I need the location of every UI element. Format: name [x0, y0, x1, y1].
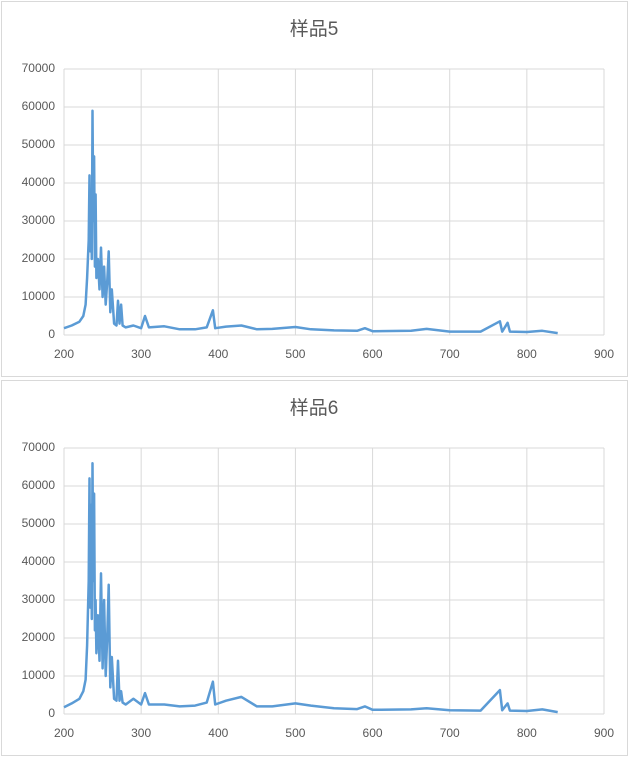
- y-tick-label: 50000: [22, 137, 56, 151]
- data-line: [63, 109, 558, 335]
- x-tick-label: 800: [517, 347, 537, 361]
- chart: 样品5 0 10000 20000 30000 40000 50000 60000 70000 2…: [1, 1, 628, 377]
- x-tick-label: 700: [440, 726, 460, 740]
- y-tick-label: 40000: [22, 175, 56, 189]
- y-tick-label: 70000: [22, 61, 56, 75]
- x-tick-label: 400: [208, 726, 228, 740]
- x-tick-label: 800: [517, 726, 537, 740]
- data-line: [63, 461, 558, 714]
- x-tick-label: 600: [363, 726, 383, 740]
- y-tick-label: 40000: [22, 554, 56, 568]
- x-tick-label: 200: [54, 726, 74, 740]
- y-tick-label: 60000: [22, 99, 56, 113]
- y-tick-label: 50000: [22, 516, 56, 530]
- y-tick-label: 70000: [22, 440, 56, 454]
- chart-title: 样品5: [290, 18, 339, 40]
- y-tick-label: 10000: [22, 668, 56, 682]
- x-tick-label: 300: [131, 347, 151, 361]
- x-tick-label: 500: [285, 726, 305, 740]
- y-tick-label: 30000: [22, 592, 56, 606]
- x-tick-label: 600: [363, 347, 383, 361]
- x-tick-label: 300: [131, 726, 151, 740]
- y-tick-label: 30000: [22, 213, 56, 227]
- chart-frame: [1, 380, 628, 756]
- y-tick-label: 20000: [22, 251, 56, 265]
- chart-title: 样品6: [290, 397, 339, 419]
- x-tick-label: 700: [440, 347, 460, 361]
- y-tick-label: 10000: [22, 289, 56, 303]
- x-tick-label: 900: [594, 347, 614, 361]
- y-tick-label: 0: [48, 706, 55, 720]
- y-tick-label: 20000: [22, 630, 56, 644]
- x-tick-label: 900: [594, 726, 614, 740]
- x-tick-label: 400: [208, 347, 228, 361]
- y-tick-label: 0: [48, 327, 55, 341]
- x-tick-label: 200: [54, 347, 74, 361]
- chart: 样品6 0 10000 20000 30000 40000 50000 60000 70000 2…: [1, 380, 628, 756]
- y-tick-label: 60000: [22, 478, 56, 492]
- x-tick-label: 500: [285, 347, 305, 361]
- chart-frame: [1, 1, 628, 377]
